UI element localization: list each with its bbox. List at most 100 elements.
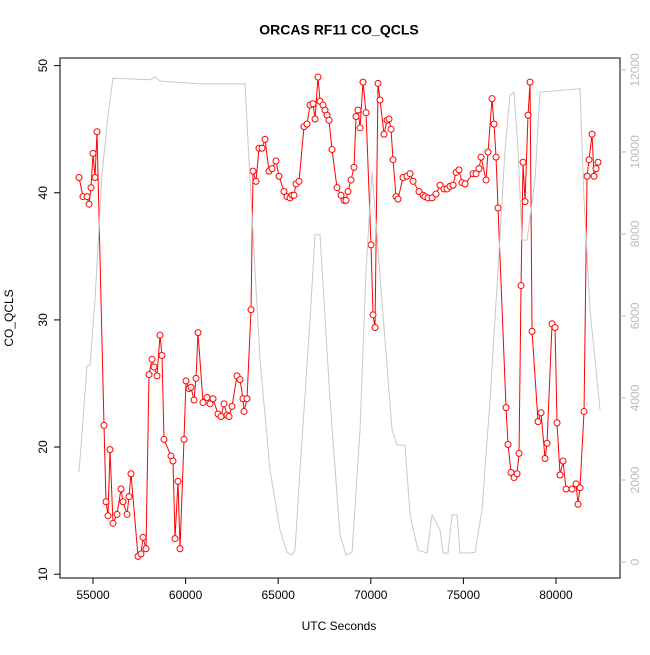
x-axis-title: UTC Seconds (302, 619, 377, 633)
point (515, 449, 523, 457)
point (125, 493, 133, 501)
point (359, 78, 367, 86)
point (87, 184, 95, 192)
point (590, 172, 598, 180)
y2-tick-label: 6000 (628, 302, 642, 329)
point (243, 395, 251, 403)
point (492, 153, 500, 161)
point (482, 176, 490, 184)
point (325, 116, 333, 124)
point (240, 407, 248, 415)
point (117, 485, 125, 493)
y2-tick-label: 4000 (628, 384, 642, 411)
point (543, 439, 551, 447)
point (568, 485, 576, 493)
point (113, 510, 121, 518)
point (380, 130, 388, 138)
point (209, 395, 217, 403)
point (461, 180, 469, 188)
point (524, 111, 532, 119)
point (576, 484, 584, 492)
point (225, 413, 233, 421)
point (494, 204, 502, 212)
point (344, 187, 352, 195)
point (160, 435, 168, 443)
point (171, 535, 179, 543)
point (192, 374, 200, 382)
point (169, 457, 177, 465)
point (484, 148, 492, 156)
point (275, 172, 283, 180)
point (295, 177, 303, 185)
point (199, 399, 207, 407)
point (342, 196, 350, 204)
point (389, 156, 397, 164)
point (206, 400, 214, 408)
y-tick-label: 40 (36, 186, 50, 200)
point (337, 191, 345, 199)
point (472, 170, 480, 178)
point (387, 125, 395, 133)
point (374, 79, 382, 87)
point (85, 200, 93, 208)
point (91, 174, 99, 182)
point (333, 184, 341, 192)
point (272, 157, 280, 165)
x-tick-label: 80000 (539, 588, 573, 602)
point (504, 441, 512, 449)
point (455, 166, 463, 174)
point (594, 158, 602, 166)
point (583, 172, 591, 180)
y2-tick-label: 0 (628, 558, 642, 565)
point (268, 165, 276, 173)
plot-box (59, 57, 621, 579)
point (194, 329, 202, 337)
x-tick-label: 65000 (262, 588, 296, 602)
point (585, 156, 593, 164)
point (303, 120, 311, 128)
point (367, 241, 375, 249)
y-tick-label: 50 (36, 59, 50, 73)
point (394, 195, 402, 203)
x-tick-label: 70000 (354, 588, 388, 602)
point (362, 109, 370, 117)
point (580, 407, 588, 415)
point (528, 327, 536, 335)
point (406, 170, 414, 178)
y2-tick-label: 10000 (628, 135, 642, 169)
point (139, 533, 147, 541)
point (574, 500, 582, 508)
x-tick-label: 55000 (76, 588, 110, 602)
point (102, 498, 110, 506)
x-tick-label: 60000 (169, 588, 203, 602)
point (371, 324, 379, 332)
point (249, 167, 257, 175)
point (190, 396, 198, 404)
point (228, 402, 236, 410)
point (588, 130, 596, 138)
point (137, 550, 145, 558)
point (252, 177, 260, 185)
point (562, 485, 570, 493)
point (156, 331, 164, 339)
point (89, 149, 97, 157)
point (551, 324, 559, 332)
point (290, 191, 298, 199)
point (258, 144, 266, 152)
point (119, 498, 127, 506)
point (490, 120, 498, 128)
point (534, 418, 542, 426)
point (556, 471, 564, 479)
chart-title: ORCAS RF11 CO_QCLS (259, 22, 418, 38)
point (354, 106, 362, 114)
point (174, 477, 182, 485)
point (109, 519, 117, 527)
point (176, 545, 184, 553)
point (517, 282, 525, 290)
point (376, 96, 384, 104)
point (537, 409, 545, 417)
y2-tick-label: 12000 (628, 53, 642, 87)
point (559, 457, 567, 465)
point (553, 419, 561, 427)
